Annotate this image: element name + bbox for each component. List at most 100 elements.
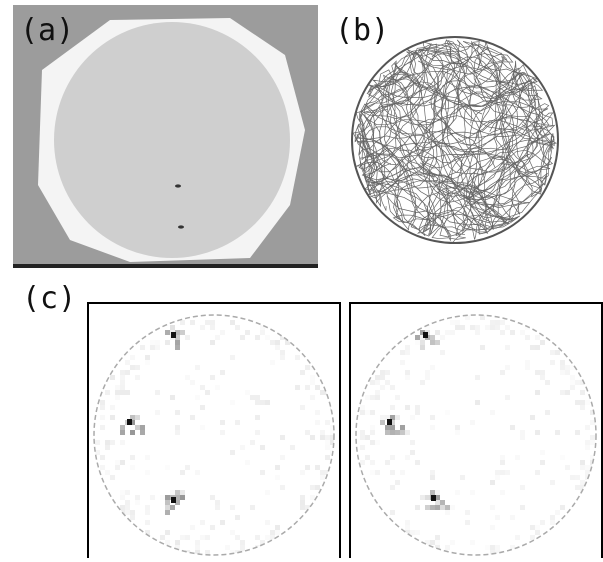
heat-cell: [535, 525, 540, 530]
heat-cell: [310, 395, 315, 400]
heat-cell: [245, 330, 250, 335]
heat-cell: [105, 445, 110, 450]
heat-cell: [400, 425, 405, 430]
heat-cell: [165, 500, 170, 505]
heat-cell: [240, 540, 245, 545]
heat-cell: [325, 445, 330, 450]
heat-cell: [550, 480, 555, 485]
heat-cell: [490, 480, 495, 485]
heat-cell: [550, 520, 555, 525]
heat-cell: [395, 415, 400, 420]
heat-cell: [145, 520, 150, 525]
heat-cell: [230, 530, 235, 535]
heat-cell: [185, 335, 190, 340]
heat-cell: [240, 545, 245, 550]
heat-peak: [387, 419, 392, 425]
heat-cell: [450, 505, 455, 510]
heat-cell: [545, 410, 550, 415]
heat-cell: [210, 320, 215, 325]
heat-cell: [160, 535, 165, 540]
heat-cell: [265, 535, 270, 540]
heat-cell: [515, 455, 520, 460]
heat-cell: [500, 490, 505, 495]
heat-cell: [430, 335, 435, 340]
heat-cell: [445, 410, 450, 415]
heat-cell: [555, 430, 560, 435]
heat-cell: [275, 530, 280, 535]
heat-cell: [520, 505, 525, 510]
heat-cell: [175, 490, 180, 495]
heat-cell: [405, 525, 410, 530]
heat-cell: [200, 405, 205, 410]
heat-cell: [585, 445, 590, 450]
heat-cell: [455, 425, 460, 430]
heat-cell: [395, 395, 400, 400]
heat-cell: [115, 385, 120, 390]
heat-cell: [470, 325, 475, 330]
heat-cell: [385, 370, 390, 375]
heat-cell: [575, 475, 580, 480]
heat-cell: [210, 375, 215, 380]
heat-cell: [205, 320, 210, 325]
heat-cell: [440, 505, 445, 510]
heat-cell: [525, 335, 530, 340]
heat-cell: [220, 430, 225, 435]
heat-cell: [170, 395, 175, 400]
heat-cell: [250, 505, 255, 510]
heat-cell: [230, 320, 235, 325]
heat-cell: [195, 545, 200, 550]
heat-cell: [385, 460, 390, 465]
heat-cell: [390, 470, 395, 475]
heat-cell: [115, 465, 120, 470]
heat-cell: [230, 505, 235, 510]
heat-cell: [475, 400, 480, 405]
heat-cell: [120, 370, 125, 375]
heat-cell: [225, 545, 230, 550]
heat-cell: [305, 365, 310, 370]
heat-cell: [490, 320, 495, 325]
heat-cell: [120, 385, 125, 390]
heat-cell: [255, 395, 260, 400]
heat-cell: [380, 420, 385, 425]
heat-cell: [100, 425, 105, 430]
heat-cell: [405, 405, 410, 410]
heat-cell: [370, 410, 375, 415]
heat-cell: [550, 350, 555, 355]
heat-cell: [180, 330, 185, 335]
heat-cell: [150, 495, 155, 500]
heat-cell: [470, 490, 475, 495]
heat-cell: [160, 495, 165, 500]
heat-cell: [435, 490, 440, 495]
heat-cell: [300, 505, 305, 510]
heat-cell: [195, 470, 200, 475]
heat-cell: [505, 395, 510, 400]
heat-cell: [130, 365, 135, 370]
heat-cell: [240, 445, 245, 450]
heat-cell: [325, 440, 330, 445]
heat-cell: [110, 375, 115, 380]
heat-cell: [200, 325, 205, 330]
heat-cell: [535, 390, 540, 395]
heat-cell: [550, 360, 555, 365]
heat-cell: [180, 535, 185, 540]
heat-cell: [100, 405, 105, 410]
heat-cell: [100, 415, 105, 420]
heat-cell: [235, 515, 240, 520]
heat-cell: [475, 325, 480, 330]
heat-cell: [490, 545, 495, 550]
heat-cell: [140, 345, 145, 350]
heat-cell: [315, 410, 320, 415]
heat-cell: [540, 370, 545, 375]
heat-cell: [280, 455, 285, 460]
heat-cell: [260, 445, 265, 450]
heat-cell: [420, 495, 425, 500]
heat-cell: [425, 375, 430, 380]
heat-cell: [360, 430, 365, 435]
heat-cell: [410, 440, 415, 445]
heat-cell: [120, 460, 125, 465]
arena: [54, 22, 290, 258]
trajectory: [365, 113, 553, 230]
heat-cell: [400, 470, 405, 475]
heat-cell: [450, 330, 455, 335]
heat-cell: [200, 425, 205, 430]
